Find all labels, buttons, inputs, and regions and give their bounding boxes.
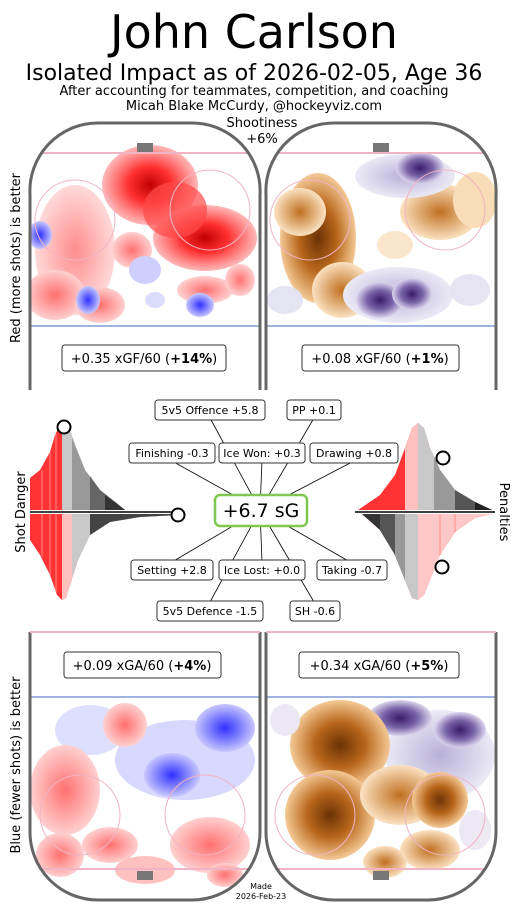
- xga-bottom-right: +0.34 xGA/60 (+5%): [310, 659, 449, 674]
- subtitle: Isolated Impact as of 2026-02-05, Age 36: [26, 61, 483, 86]
- component-drawing: Drawing +0.8: [309, 442, 399, 464]
- svg-text:Setting +2.8: Setting +2.8: [137, 564, 207, 577]
- component-offence: 5v5 Offence +5.8: [154, 399, 266, 421]
- side-label-bottom: Blue (fewer shots) is better: [9, 676, 24, 854]
- svg-text:PP +0.1: PP +0.1: [292, 404, 335, 417]
- label-box-bottom-left: +0.09 xGA/60 (+4%): [63, 651, 222, 679]
- component-finishing: Finishing -0.3: [128, 442, 216, 464]
- component-sh: SH -0.6: [289, 600, 341, 622]
- made-label: Made: [250, 882, 272, 891]
- shot-danger-label: Shot Danger: [14, 471, 29, 553]
- shot-danger-distribution: [30, 419, 186, 600]
- subtitle-line-1: After accounting for teammates, competit…: [60, 84, 449, 99]
- side-label-top: Red (more shots) is better: [9, 172, 24, 343]
- page-title: John Carlson: [107, 5, 398, 59]
- penalties-label: Penalties: [496, 483, 511, 542]
- total-sg-box: +6.7 sG: [213, 493, 309, 528]
- label-box-bottom-right: +0.34 xGA/60 (+5%): [298, 651, 460, 679]
- component-setting: Setting +2.8: [130, 559, 214, 581]
- component-pp: PP +0.1: [286, 399, 342, 421]
- shootiness-label: Shootiness: [227, 116, 298, 131]
- penalties-distribution: [355, 423, 495, 600]
- svg-text:Ice Lost: +0.0: Ice Lost: +0.0: [224, 564, 300, 577]
- component-ice-lost: Ice Lost: +0.0: [218, 559, 306, 581]
- xgf-top-right: +0.08 xGF/60 (+1%): [311, 352, 448, 367]
- rink-bottom-left: [28, 631, 262, 902]
- rink-top-right: [264, 121, 498, 390]
- total-sg: +6.7 sG: [223, 500, 300, 522]
- penalties-marker-bottom: [434, 559, 450, 575]
- svg-text:Finishing -0.3: Finishing -0.3: [135, 447, 208, 460]
- component-taking: Taking -0.7: [316, 559, 388, 581]
- xga-bottom-left: +0.09 xGA/60 (+4%): [73, 659, 212, 674]
- label-box-top-left: +0.35 xGF/60 (+14%): [61, 344, 227, 372]
- shot-danger-marker-bottom: [170, 507, 186, 523]
- shootiness-value: +6%: [246, 132, 278, 147]
- svg-text:5v5 Defence -1.5: 5v5 Defence -1.5: [163, 605, 258, 618]
- component-ice-won: Ice Won: +0.3: [218, 442, 306, 464]
- xgf-top-left: +0.35 xGF/60 (+14%): [71, 352, 217, 367]
- shot-danger-marker-top: [56, 419, 72, 435]
- made-date: 2026-Feb-23: [236, 892, 286, 901]
- label-box-top-right: +0.08 xGF/60 (+1%): [301, 344, 460, 372]
- author-line: Micah Blake McCurdy, @hockeyviz.com: [126, 99, 382, 114]
- svg-text:SH -0.6: SH -0.6: [295, 605, 335, 618]
- svg-text:Taking -0.7: Taking -0.7: [321, 564, 382, 577]
- penalties-marker-top: [435, 450, 451, 466]
- rink-bottom-right: [264, 631, 498, 902]
- rink-top-left: [28, 121, 262, 390]
- svg-text:Drawing +0.8: Drawing +0.8: [316, 447, 392, 460]
- svg-text:Ice Won: +0.3: Ice Won: +0.3: [223, 447, 300, 460]
- component-defence: 5v5 Defence -1.5: [156, 600, 264, 622]
- svg-text:5v5 Offence +5.8: 5v5 Offence +5.8: [161, 404, 258, 417]
